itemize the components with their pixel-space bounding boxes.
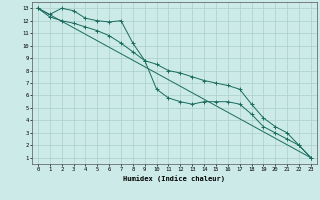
- X-axis label: Humidex (Indice chaleur): Humidex (Indice chaleur): [124, 175, 225, 182]
